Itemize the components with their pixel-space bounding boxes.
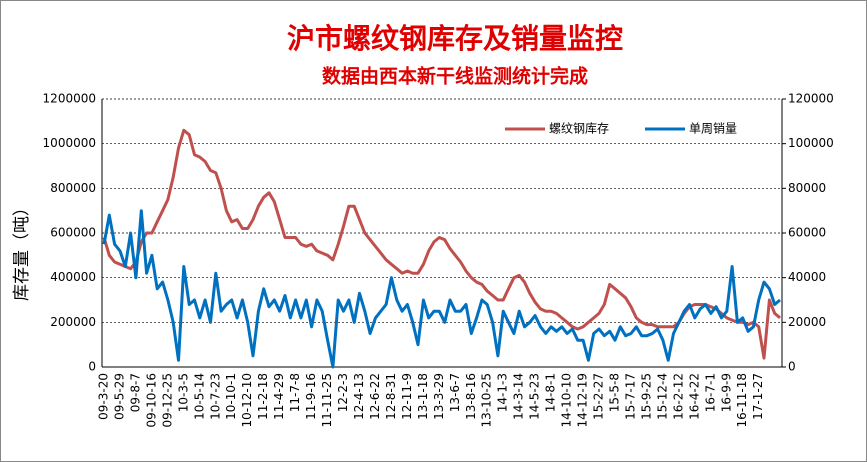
x-tick-label: 12-11-9 bbox=[400, 373, 414, 420]
chart-subtitle: 数据由西本新干线监测统计完成 bbox=[322, 65, 588, 88]
x-tick-label: 12-8-31 bbox=[384, 373, 398, 420]
x-tick-label: 10-10-1 bbox=[224, 373, 238, 420]
x-tick-label: 15-12-4 bbox=[655, 373, 669, 420]
x-tick-label: 15-2-27 bbox=[592, 373, 606, 420]
x-tick-label: 10-5-14 bbox=[192, 373, 206, 420]
y-tick-label: 600000 bbox=[50, 226, 96, 240]
y2-tick-label: 40000 bbox=[788, 270, 826, 284]
x-tick-label: 16-4-22 bbox=[687, 373, 701, 420]
y2-tick-label: 60000 bbox=[788, 226, 826, 240]
y-tick-label: 1200000 bbox=[43, 92, 96, 106]
x-tick-label: 13-6-7 bbox=[448, 373, 462, 412]
x-tick-label: 11-7-8 bbox=[288, 373, 302, 412]
x-tick-label: 14-3-14 bbox=[512, 373, 526, 420]
x-tick-label: 13-1-18 bbox=[416, 373, 430, 420]
y2-tick-label: 0 bbox=[788, 360, 796, 374]
y-axis-title: 库存量（吨） bbox=[12, 199, 32, 301]
x-tick-label: 16-7-1 bbox=[703, 373, 717, 412]
x-tick-label: 09-12-25 bbox=[160, 373, 174, 427]
x-tick-label: 15-7-17 bbox=[623, 373, 637, 420]
y-tick-label: 0 bbox=[88, 360, 96, 374]
legend-label: 螺纹钢库存 bbox=[549, 121, 609, 136]
series-line bbox=[102, 128, 781, 360]
x-tick-label: 13-3-29 bbox=[432, 373, 446, 420]
chart-title: 沪市螺纹钢库存及销量监控 bbox=[287, 22, 623, 55]
x-tick-label: 12-2-3 bbox=[336, 373, 350, 412]
y-tick-label: 400000 bbox=[50, 270, 96, 284]
y-tick-label: 800000 bbox=[50, 181, 96, 195]
x-tick-label: 11-4-29 bbox=[272, 373, 286, 420]
x-tick-label: 09-8-7 bbox=[128, 373, 142, 412]
y2-tick-label: 100000 bbox=[788, 136, 834, 150]
x-tick-label: 15-9-25 bbox=[639, 373, 653, 420]
x-tick-label: 14-10-10 bbox=[560, 373, 574, 427]
x-tick-label: 14-8-1 bbox=[544, 373, 558, 412]
x-tick-label: 09-5-29 bbox=[112, 373, 126, 420]
x-tick-label: 11-2-18 bbox=[256, 373, 270, 420]
x-tick-label: 14-12-19 bbox=[576, 373, 590, 427]
legend-label: 单周销量 bbox=[689, 122, 737, 136]
x-tick-label: 16-9-9 bbox=[719, 373, 733, 412]
x-tick-label: 15-5-8 bbox=[607, 373, 621, 412]
x-tick-label: 10-3-5 bbox=[176, 373, 190, 412]
x-tick-label: 13-10-25 bbox=[480, 373, 494, 427]
x-tick-label: 10-12-10 bbox=[240, 373, 254, 427]
y2-tick-label: 80000 bbox=[788, 181, 826, 195]
x-tick-label: 10-7-23 bbox=[208, 373, 222, 420]
x-tick-label: 09-3-20 bbox=[97, 373, 111, 420]
x-tick-label: 12-4-13 bbox=[352, 373, 366, 420]
y2-tick-label: 120000 bbox=[788, 92, 834, 106]
y-tick-label: 200000 bbox=[50, 315, 96, 329]
x-tick-label: 11-11-25 bbox=[320, 373, 334, 427]
x-tick-label: 13-8-16 bbox=[464, 373, 478, 420]
x-tick-label: 09-10-16 bbox=[144, 373, 158, 427]
x-tick-label: 16-11-18 bbox=[735, 373, 749, 427]
x-tick-label: 11-9-16 bbox=[304, 373, 318, 420]
x-tick-label: 16-2-12 bbox=[671, 373, 685, 420]
x-tick-label: 12-6-22 bbox=[368, 373, 382, 420]
x-tick-label: 17-1-27 bbox=[751, 373, 765, 420]
y-tick-label: 1000000 bbox=[43, 136, 96, 150]
x-tick-label: 14-1-3 bbox=[496, 373, 510, 412]
series-line bbox=[102, 209, 781, 369]
y2-tick-label: 20000 bbox=[788, 315, 826, 329]
x-tick-label: 14-5-23 bbox=[528, 373, 542, 420]
